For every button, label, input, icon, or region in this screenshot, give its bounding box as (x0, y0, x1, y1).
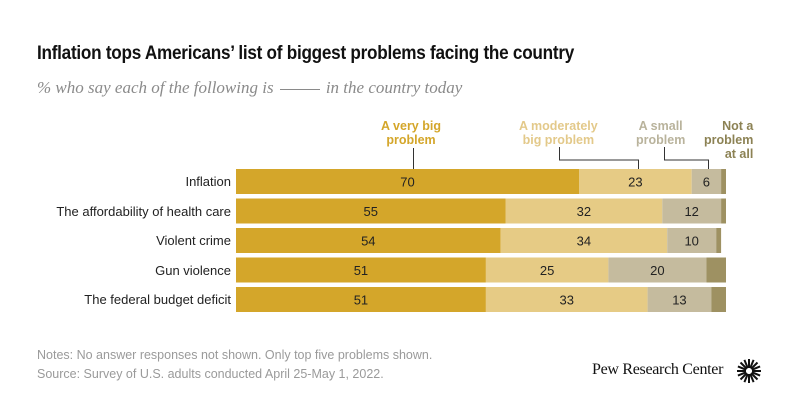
bar-segment-a-small-problem (691, 169, 722, 194)
logo-ray (751, 365, 761, 371)
data-label: 51 (354, 263, 368, 278)
pew-sunburst-logo-icon (737, 359, 761, 383)
chart-notes: Notes: No answer responses not shown. On… (37, 346, 432, 384)
source-text: Source: Survey of U.S. adults conducted … (37, 367, 384, 381)
data-label: 13 (672, 293, 686, 308)
data-label: 70 (400, 175, 414, 190)
data-label: 34 (577, 234, 591, 249)
data-label: 10 (684, 234, 698, 249)
legend-line: problem (636, 133, 686, 147)
logo-ray (750, 361, 759, 370)
chart-subtitle: % who say each of the following is in th… (37, 78, 462, 98)
legend-very-big-problem: A very big problem (381, 119, 441, 147)
bar-segment-a-small-problem (667, 228, 717, 253)
legend-line: problem (386, 133, 436, 147)
category-label: Gun violence (155, 262, 231, 278)
legend-small-problem: A small problem (636, 119, 685, 147)
category-label: The affordability of health care (56, 203, 231, 219)
bar-segment-a-moderately-big-problem (579, 169, 692, 194)
logo-ray (749, 359, 755, 369)
bar-segment-not-a-problem-at-all (721, 169, 726, 194)
bar-segment-a-very-big-problem (236, 228, 501, 253)
data-label: 33 (560, 293, 574, 308)
logo-ray (743, 373, 749, 383)
data-label: 23 (628, 175, 642, 190)
subtitle-after: in the country today (325, 78, 463, 97)
legend-line: problem (704, 133, 754, 147)
logo-ray (737, 371, 747, 377)
data-label: 12 (684, 204, 698, 219)
legend-line: A small (638, 119, 683, 133)
legend-line: A moderately (519, 119, 598, 133)
bar-segment-a-very-big-problem (236, 287, 486, 312)
bar-segment-a-very-big-problem (236, 257, 486, 283)
bar-segment-a-moderately-big-problem (485, 257, 609, 283)
legend-not-a-problem: Not a problem at all (704, 119, 753, 161)
subtitle-blank (279, 89, 320, 90)
leader-moderately (559, 147, 639, 177)
bar-segment-a-very-big-problem (236, 169, 579, 194)
bar-segment-not-a-problem-at-all (711, 287, 726, 312)
bar-segment-a-small-problem (608, 257, 707, 283)
data-label: 20 (650, 263, 664, 278)
bar-segment-a-small-problem (647, 287, 712, 312)
logo-ray (749, 373, 755, 383)
bar-segment-a-moderately-big-problem (485, 287, 648, 312)
category-label: Inflation (185, 174, 231, 189)
bar-segment-a-moderately-big-problem (505, 198, 663, 224)
logo-ray (739, 361, 748, 370)
brand-name: Pew Research Center (592, 361, 724, 378)
data-label: 25 (540, 263, 554, 278)
data-label: 6 (703, 175, 710, 190)
legend-moderately-big-problem: A moderately big problem (519, 119, 598, 147)
chart-title: Inflation tops Americans’ list of bigges… (37, 42, 575, 64)
legend-line: at all (724, 147, 754, 161)
logo-ray (750, 372, 759, 381)
legend-line: Not a (722, 119, 754, 133)
bar-segment-a-small-problem (662, 198, 722, 224)
data-label: 32 (577, 204, 591, 219)
logo-ray (739, 372, 748, 381)
bar-segment-not-a-problem-at-all (721, 198, 726, 224)
bar-segment-a-moderately-big-problem (500, 228, 668, 253)
data-label: 55 (364, 204, 378, 219)
bar-segment-not-a-problem-at-all (706, 257, 726, 283)
notes-text: Notes: No answer responses not shown. On… (37, 348, 433, 362)
subtitle-before: % who say each of the following is (37, 78, 274, 97)
bar-segment-not-a-problem-at-all (716, 228, 722, 253)
logo-ray (751, 371, 761, 377)
bars: 70 23 6 55 32 12 54 34 10 51 25 20 51 33 13 (236, 169, 726, 312)
category-label: Violent crime (156, 233, 231, 248)
data-label: 54 (361, 234, 375, 249)
logo-ray (737, 365, 747, 371)
logo-ray (743, 359, 749, 369)
leader-small (664, 147, 709, 177)
category-label: The federal budget deficit (84, 292, 231, 307)
bar-segment-a-very-big-problem (236, 198, 506, 224)
data-label: 51 (354, 293, 368, 308)
legend-line: A very big (381, 119, 441, 133)
legend-line: big problem (522, 133, 595, 147)
